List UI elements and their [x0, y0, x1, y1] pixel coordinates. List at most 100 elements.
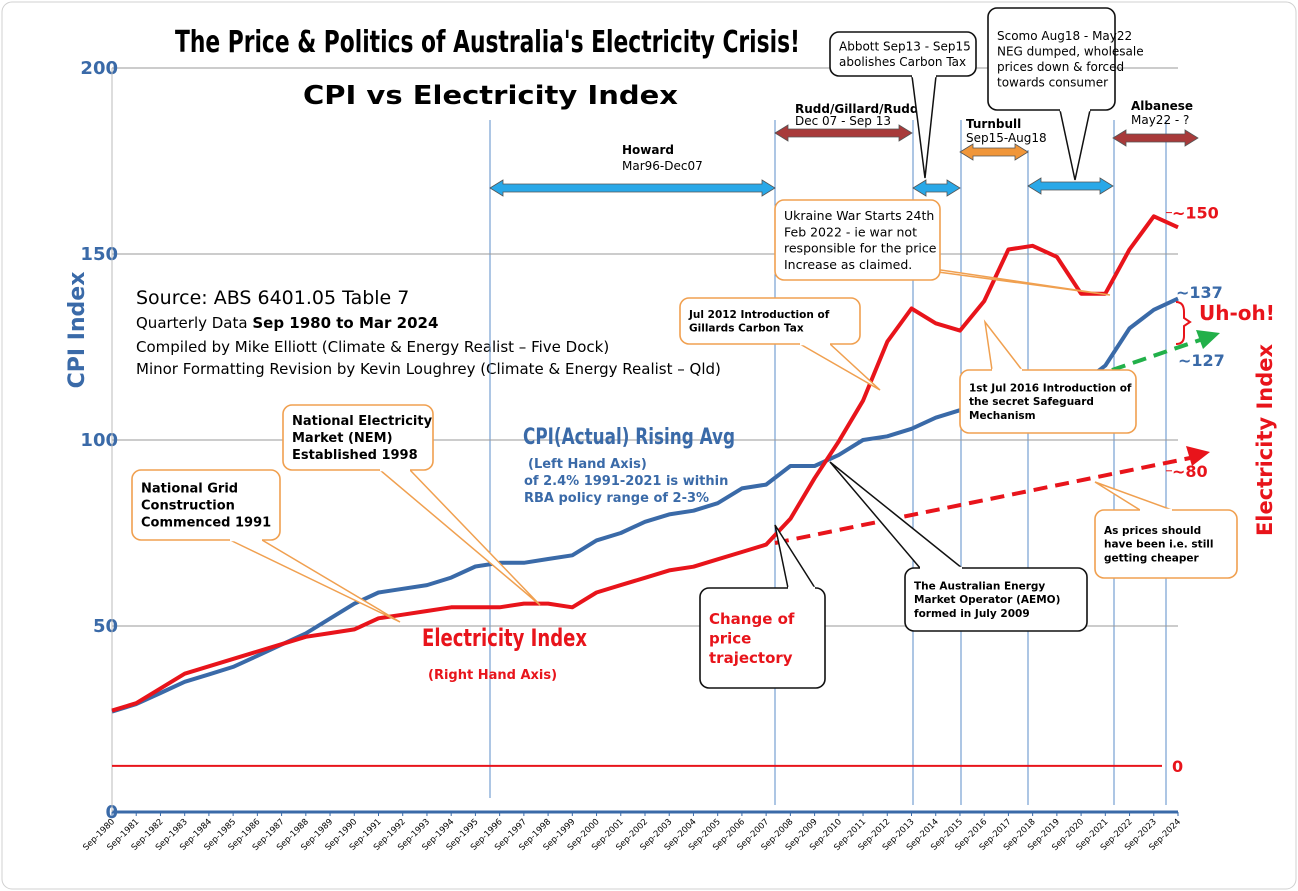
- callout-text: The Australian Energy: [914, 581, 1045, 593]
- period-dates: May22 - ?: [1131, 113, 1189, 127]
- period-arrow: [912, 179, 961, 197]
- period-arrow: [774, 124, 913, 142]
- callout-text: Market Operator (AEMO): [914, 594, 1060, 606]
- callout-text: Gillards Carbon Tax: [689, 323, 804, 335]
- y2-tick-label: ~150: [1172, 204, 1219, 223]
- legend-note: of 2.4% 1991-2021 is within: [524, 474, 728, 489]
- y2-tick-label: 0: [1172, 757, 1183, 776]
- period-dates: Mar96-Dec07: [622, 159, 703, 173]
- callout-text: Market (NEM): [292, 431, 393, 446]
- source-block: Source: ABS 6401.05 Table 7 Quarterly Da…: [136, 287, 721, 378]
- callout-text: Established 1998: [292, 448, 418, 463]
- callout: Jul 2012 Introduction of Gillards Carbon …: [679, 297, 881, 391]
- legend-label: CPI(Actual) Rising Avg: [523, 425, 735, 450]
- bracket: [1175, 301, 1192, 345]
- callout-text: the secret Safeguard: [969, 396, 1094, 408]
- y-tick-label: 200: [80, 58, 118, 79]
- period-name: Rudd/Gillard/Rudd: [795, 102, 919, 116]
- source-line: Minor Formatting Revision by Kevin Lough…: [136, 360, 721, 378]
- period-arrow: [1112, 129, 1199, 147]
- source-text: Sep 1980 to Mar 2024: [252, 314, 438, 332]
- source-line: Quarterly Data Sep 1980 to Mar 2024: [136, 314, 438, 332]
- callout-box: [282, 404, 434, 471]
- callout-text: formed in July 2009: [914, 608, 1030, 620]
- callout-box: [131, 469, 281, 541]
- source-line: Source: ABS 6401.05 Table 7: [136, 287, 409, 309]
- callout-text: As prices should: [1104, 525, 1201, 537]
- callout-text: abolishes Carbon Tax: [839, 55, 966, 69]
- legend-note: (Right Hand Axis): [428, 668, 557, 683]
- trend-line: [774, 456, 1191, 545]
- legend-note: (Left Hand Axis): [528, 457, 647, 472]
- legend-note: RBA policy range of 2-3%: [524, 491, 709, 506]
- period-arrow: [1027, 177, 1114, 195]
- callout: As prices should have been i.e. stillgett…: [1094, 481, 1238, 579]
- callout-box: [699, 587, 826, 689]
- end-label: ~127: [1178, 351, 1225, 370]
- y2-axis-label: Electricity Index: [1253, 344, 1277, 537]
- callout-text: National Electricity: [292, 414, 433, 429]
- period-name: Turnbull: [966, 117, 1021, 131]
- callout-text: getting cheaper: [1104, 552, 1199, 564]
- y-tick-label: 100: [80, 430, 118, 451]
- callout-text: National Grid: [141, 482, 238, 497]
- callout-text: price: [709, 629, 751, 647]
- source-text: Quarterly Data: [136, 314, 252, 332]
- callout: National Electricity Market (NEM) Establis…: [282, 404, 541, 606]
- y2-tick-label: ~80: [1172, 462, 1208, 481]
- callout-text: Change of: [709, 610, 795, 628]
- callout-box: [904, 567, 1088, 632]
- callout-text: towards consumer: [997, 76, 1108, 90]
- period-name: Albanese: [1131, 99, 1193, 113]
- callout-text: 1st Jul 2016 Introduction of: [969, 383, 1132, 395]
- series-line: [111, 214, 1179, 713]
- y-tick-label: 150: [80, 244, 118, 265]
- period-name: Howard: [622, 143, 674, 157]
- callout-box: [829, 31, 977, 77]
- callout-text: Scomo Aug18 - May22: [997, 29, 1132, 43]
- cpi-trend-arrowhead: [1196, 330, 1220, 349]
- chart-title: The Price & Politics of Australia's Elec…: [175, 25, 800, 60]
- callout-box: [987, 7, 1116, 111]
- source-line: Compiled by Mike Elliott (Climate & Ener…: [136, 338, 609, 356]
- end-label: ~137: [1176, 283, 1223, 302]
- callout-text: trajectory: [709, 649, 793, 667]
- trend-arrowhead: [1186, 446, 1210, 466]
- callout-text: NEG dumped, wholesale: [997, 44, 1144, 58]
- warning-label: Uh-oh!: [1199, 301, 1275, 325]
- callout-text: Jul 2012 Introduction of: [688, 309, 830, 321]
- callout-text: prices down & forced: [997, 60, 1124, 74]
- period-arrow: [489, 179, 776, 197]
- callout-text: Commenced 1991: [141, 515, 271, 530]
- period-arrow: [959, 143, 1029, 161]
- period-dates: Dec 07 - Sep 13: [795, 114, 891, 128]
- callout: Abbott Sep13 - Sep15 abolishes Carbon Tax: [829, 31, 977, 179]
- callout-pointer-join: [899, 262, 939, 274]
- callout-box: [679, 297, 861, 345]
- y-axis-label: CPI Index: [65, 272, 90, 389]
- period-dates: Sep15-Aug18: [966, 131, 1047, 145]
- callout-text: responsible for the price: [784, 241, 937, 256]
- callout-text: Feb 2022 - ie war not: [784, 224, 917, 239]
- callout-box: [774, 199, 941, 281]
- cpi-trend-line: [1111, 338, 1201, 372]
- callout-text: have been i.e. still: [1104, 539, 1214, 551]
- y-tick-label: 50: [93, 616, 118, 637]
- callout-text: Mechanism: [969, 410, 1036, 422]
- callout-text: Abbott Sep13 - Sep15: [839, 39, 971, 53]
- chart-subtitle: CPI vs Electricity Index: [303, 81, 678, 111]
- callout-text: Construction: [141, 499, 235, 514]
- callout-text: Ukraine War Starts 24th: [784, 208, 934, 223]
- callout-box: [959, 369, 1137, 434]
- callout-text: Increase as claimed.: [784, 257, 912, 272]
- legend-label: Electricity Index: [422, 624, 587, 652]
